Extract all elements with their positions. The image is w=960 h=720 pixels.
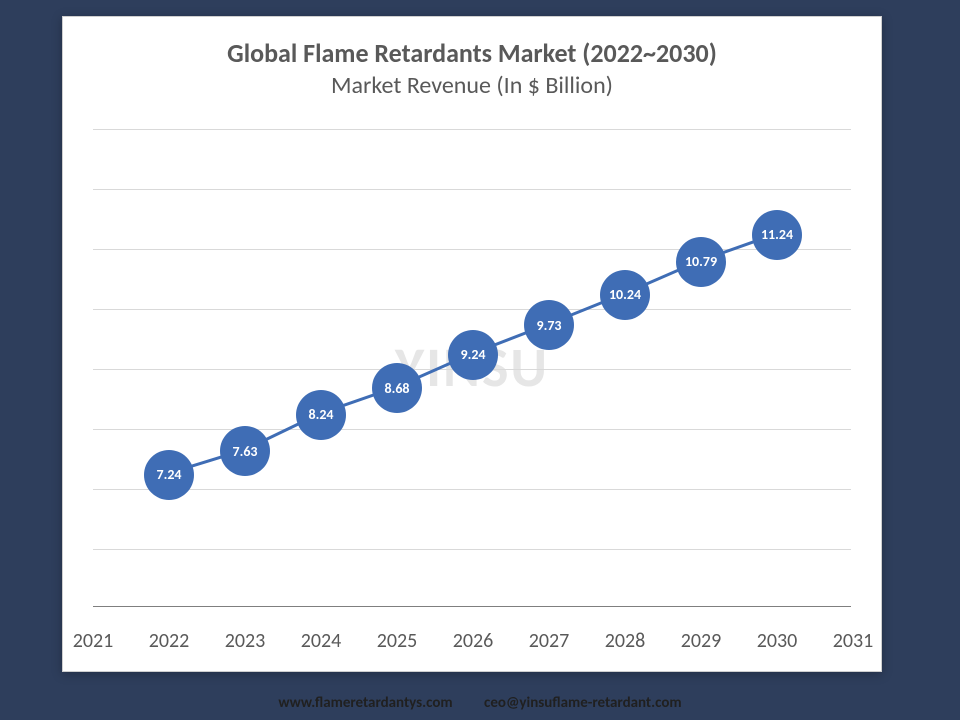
x-axis-labels: 2021202220232024202520262027202820292030… [93,623,851,653]
data-marker: 7.63 [220,426,270,476]
data-marker: 9.73 [524,300,574,350]
x-tick-label: 2024 [301,629,342,653]
chart-subtitle: Market Revenue (In $ Billion) [63,71,881,100]
data-marker: 10.79 [676,237,726,287]
x-tick-label: 2023 [225,629,266,653]
data-marker: 8.24 [296,390,346,440]
x-tick-label: 2028 [605,629,646,653]
footer-website: www.flameretardantys.com [278,694,452,712]
data-marker: 7.24 [144,450,194,500]
chart-title: Global Flame Retardants Market (2022~203… [63,37,881,69]
data-marker: 8.68 [372,363,422,413]
x-tick-label: 2027 [529,629,570,653]
data-marker: 9.24 [448,330,498,380]
x-tick-label: 2021 [73,629,114,653]
footer-email: ceo@yinsuflame-retardant.com [484,694,682,712]
plot-area: YINSU 7.247.638.248.689.249.7310.2410.79… [93,129,851,607]
footer: www.flameretardantys.com ceo@yinsuflame-… [0,694,960,712]
x-tick-label: 2029 [681,629,722,653]
chart-card: Global Flame Retardants Market (2022~203… [62,16,882,672]
x-tick-label: 2026 [453,629,494,653]
chart-titles: Global Flame Retardants Market (2022~203… [63,17,881,100]
data-marker: 11.24 [752,210,802,260]
x-tick-label: 2030 [757,629,798,653]
x-axis-line [93,606,851,607]
x-tick-label: 2025 [377,629,418,653]
x-tick-label: 2022 [149,629,190,653]
data-marker: 10.24 [600,270,650,320]
x-tick-label: 2031 [833,629,874,653]
